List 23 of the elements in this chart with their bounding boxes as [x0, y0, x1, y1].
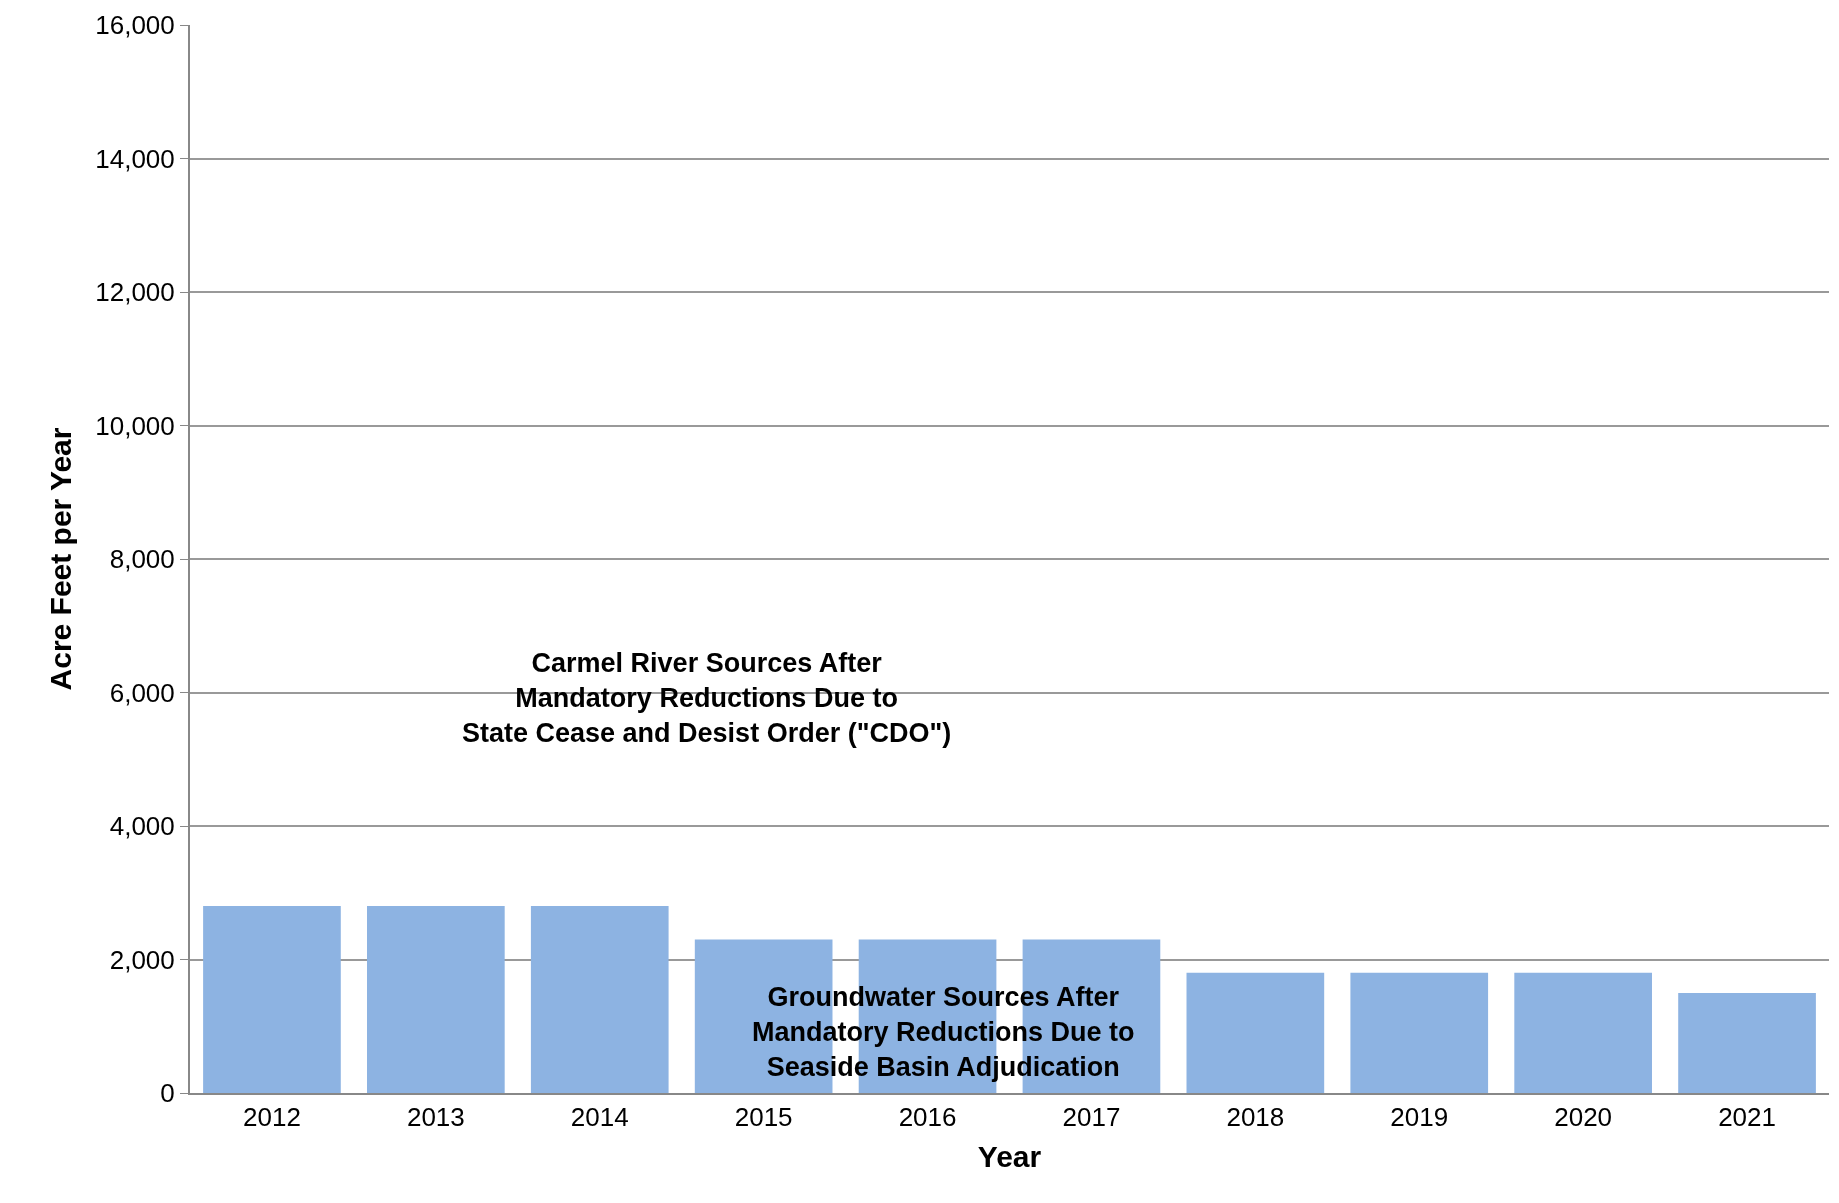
y-tick-label: 4,000 — [109, 811, 175, 842]
x-tick-label: 2012 — [243, 1102, 301, 1133]
annotation: Carmel River Sources After Mandatory Reductions Due to State Cease and Desist Order ("CDO") — [462, 648, 952, 749]
x-axis-title: Year — [977, 1140, 1042, 1174]
x-tick-label: 2017 — [1062, 1102, 1121, 1133]
y-tick-label: 12,000 — [95, 277, 175, 308]
x-tick-label: 2020 — [1554, 1102, 1613, 1133]
x-tick-label: 2015 — [734, 1102, 793, 1133]
x-tick-label: 2014 — [570, 1102, 629, 1133]
y-tick-label: 0 — [160, 1078, 175, 1109]
x-tick-label: 2021 — [1718, 1102, 1776, 1133]
y-tick-label: 16,000 — [95, 10, 175, 41]
y-tick-label: 6,000 — [109, 677, 175, 708]
y-tick-label: 10,000 — [95, 410, 175, 441]
y-tick-label: 2,000 — [109, 944, 175, 975]
y-tick-label: 8,000 — [109, 544, 175, 575]
y-tick-label: 14,000 — [95, 143, 175, 174]
x-tick-label: 2018 — [1226, 1102, 1285, 1133]
x-tick-label: 2016 — [898, 1102, 957, 1133]
y-axis-title: Acre Feet per Year — [43, 427, 77, 691]
x-tick-label: 2019 — [1390, 1102, 1449, 1133]
annotation: Groundwater Sources After Mandatory Reductions Due to Seaside Basin Adjudication — [752, 982, 1135, 1083]
x-tick-label: 2013 — [406, 1102, 465, 1133]
